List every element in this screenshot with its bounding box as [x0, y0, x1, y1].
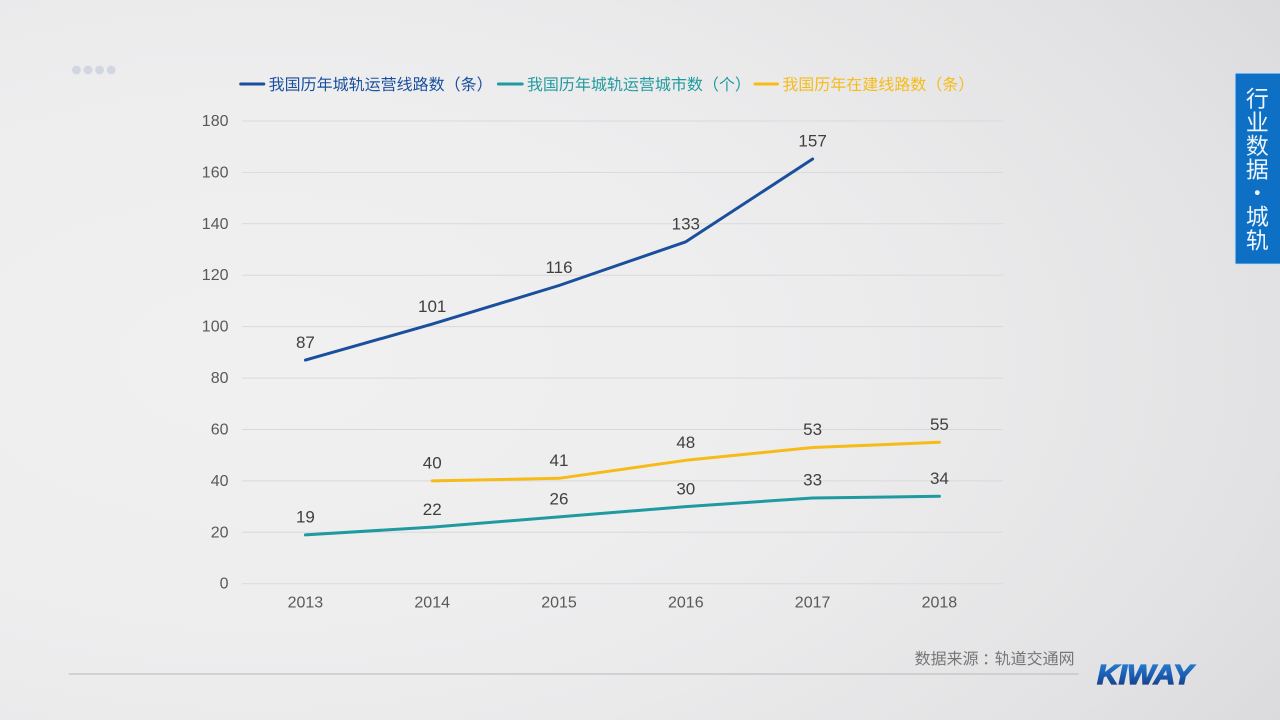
svg-text:2014: 2014 [414, 595, 450, 612]
svg-text:101: 101 [418, 297, 446, 316]
svg-text:2018: 2018 [922, 595, 958, 612]
svg-text:2017: 2017 [795, 595, 831, 612]
svg-text:180: 180 [202, 113, 229, 130]
svg-text:33: 33 [803, 471, 822, 490]
svg-text:40: 40 [423, 454, 442, 473]
svg-text:30: 30 [676, 479, 695, 498]
svg-text:133: 133 [672, 215, 700, 234]
svg-text:KIWAY: KIWAY [1097, 659, 1195, 690]
svg-text:48: 48 [676, 433, 695, 452]
svg-text:60: 60 [211, 422, 229, 439]
svg-text:0: 0 [220, 576, 229, 593]
svg-text:2016: 2016 [668, 595, 704, 612]
svg-text:55: 55 [930, 415, 949, 434]
svg-text:157: 157 [798, 132, 826, 151]
svg-text:26: 26 [550, 490, 569, 509]
svg-text:2015: 2015 [541, 595, 577, 612]
svg-text:34: 34 [930, 469, 949, 488]
svg-text:2013: 2013 [288, 595, 324, 612]
svg-text:116: 116 [545, 258, 572, 277]
svg-text:22: 22 [423, 500, 442, 519]
svg-text:87: 87 [296, 333, 315, 352]
svg-text:19: 19 [296, 508, 315, 527]
svg-text:100: 100 [202, 319, 229, 336]
svg-text:20: 20 [211, 524, 229, 541]
svg-text:140: 140 [202, 216, 229, 233]
svg-text:41: 41 [550, 451, 569, 470]
svg-text:53: 53 [803, 420, 822, 439]
svg-text:120: 120 [202, 267, 229, 284]
svg-text:160: 160 [202, 164, 229, 181]
svg-text:40: 40 [211, 473, 229, 490]
svg-text:80: 80 [211, 370, 229, 387]
